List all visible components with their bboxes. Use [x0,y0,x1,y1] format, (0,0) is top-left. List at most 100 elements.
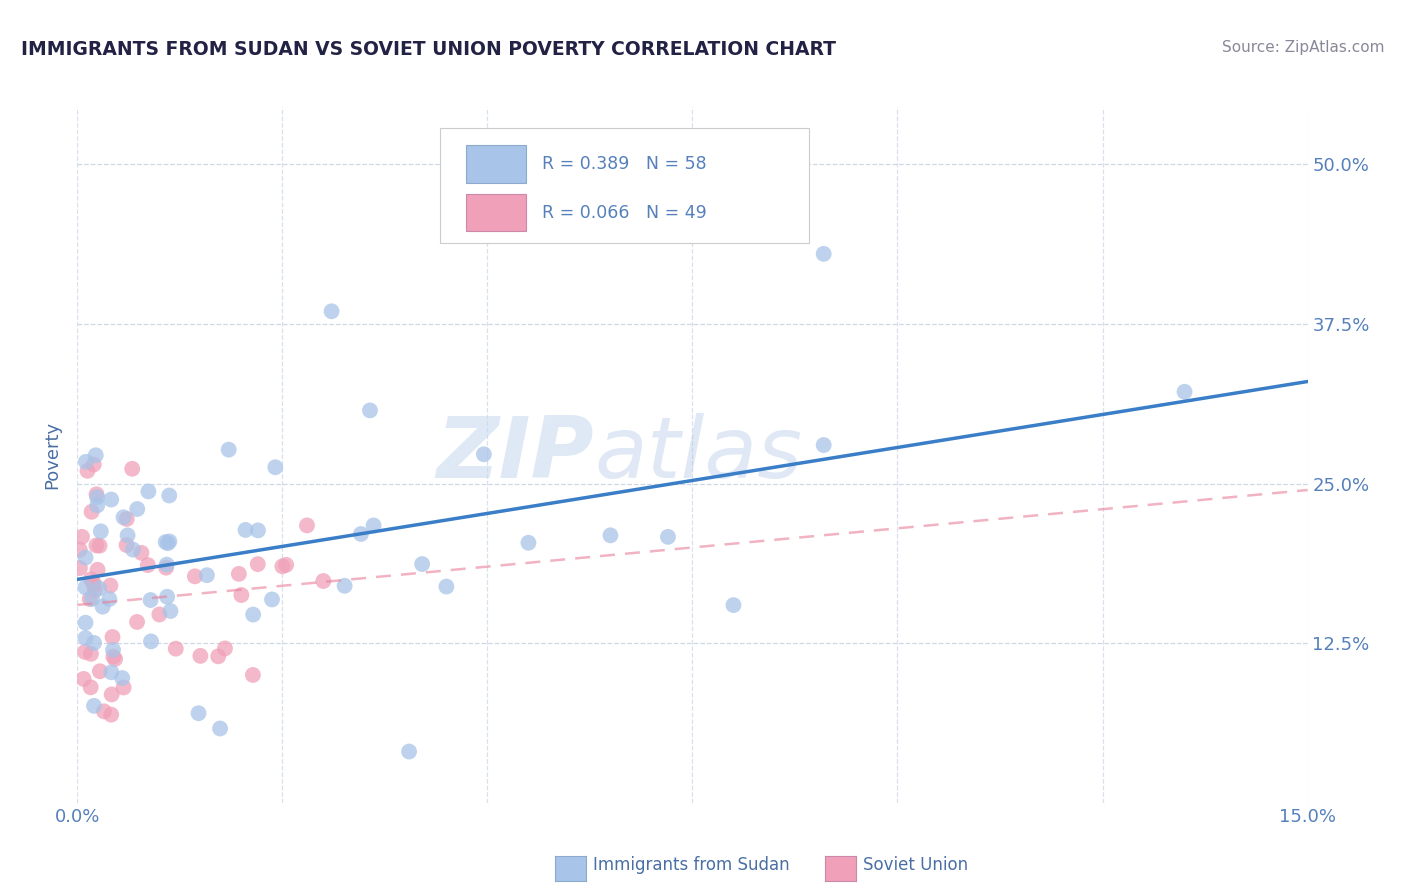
Point [86,538,108,552]
Point [472,447,495,461]
Point [103,649,125,664]
Point [359,403,381,417]
Point [295,518,318,533]
Point [83,458,105,472]
Point [333,579,356,593]
Point [82,591,104,606]
Point [411,557,433,571]
Text: atlas: atlas [595,413,801,497]
Point [246,557,269,571]
Point [79,681,101,695]
Point [159,604,181,618]
Point [231,588,253,602]
Point [86,490,108,504]
Point [209,722,232,736]
Point [165,641,187,656]
Point [100,492,122,507]
Point [242,607,264,622]
Point [218,442,240,457]
Point [228,566,250,581]
Point [195,568,218,582]
Point [122,542,145,557]
Point [155,560,177,574]
Point [70,530,93,544]
Point [187,706,209,721]
Point [112,681,135,695]
Point [101,630,124,644]
Point [214,641,236,656]
Point [72,672,94,686]
Point [86,563,108,577]
Point [398,745,420,759]
Text: R = 0.389   N = 58: R = 0.389 N = 58 [543,155,707,173]
Point [83,578,105,592]
Point [599,528,621,542]
Point [138,484,160,499]
Point [723,598,745,612]
Point [73,645,96,659]
Point [188,648,212,663]
Point [76,464,98,478]
Point [84,448,107,462]
Point [69,542,91,557]
Text: IMMIGRANTS FROM SUDAN VS SOVIET UNION POVERTY CORRELATION CHART: IMMIGRANTS FROM SUDAN VS SOVIET UNION PO… [21,40,837,59]
Point [100,665,122,680]
Point [90,524,112,539]
Point [312,574,335,588]
Point [271,559,294,574]
Point [813,247,835,261]
Point [115,538,138,552]
Point [75,631,97,645]
Point [156,590,179,604]
Point [350,527,373,541]
Point [84,583,107,598]
Point [264,460,287,475]
Point [89,582,111,596]
Point [136,558,159,572]
Point [104,652,127,666]
Y-axis label: Poverty: Poverty [44,421,62,489]
Point [139,634,162,648]
Point [75,550,97,565]
Point [321,304,343,318]
Point [117,528,139,542]
Point [260,592,283,607]
Point [156,558,179,572]
Point [75,455,97,469]
Point [155,535,177,549]
Point [813,438,835,452]
Point [100,707,122,722]
Text: ZIP: ZIP [436,413,595,497]
Point [184,569,207,583]
Point [83,698,105,713]
Point [127,502,149,516]
Point [242,668,264,682]
Point [121,462,143,476]
Point [436,580,458,594]
Point [276,558,298,572]
Point [115,512,138,526]
Point [131,546,153,560]
Point [100,688,122,702]
Point [83,636,105,650]
Point [75,615,97,630]
Point [156,536,179,550]
FancyBboxPatch shape [440,128,810,243]
Point [111,671,134,685]
Point [82,575,104,590]
Text: Soviet Union: Soviet Union [863,856,969,874]
Point [235,523,257,537]
Point [91,599,114,614]
Point [1174,384,1197,399]
Point [101,643,124,657]
Point [207,649,229,664]
Point [93,704,115,718]
FancyBboxPatch shape [467,145,526,183]
Point [80,572,103,586]
Text: Immigrants from Sudan: Immigrants from Sudan [593,856,790,874]
Point [80,505,103,519]
Point [657,530,679,544]
Point [80,647,103,661]
Point [363,518,385,533]
Point [139,593,162,607]
